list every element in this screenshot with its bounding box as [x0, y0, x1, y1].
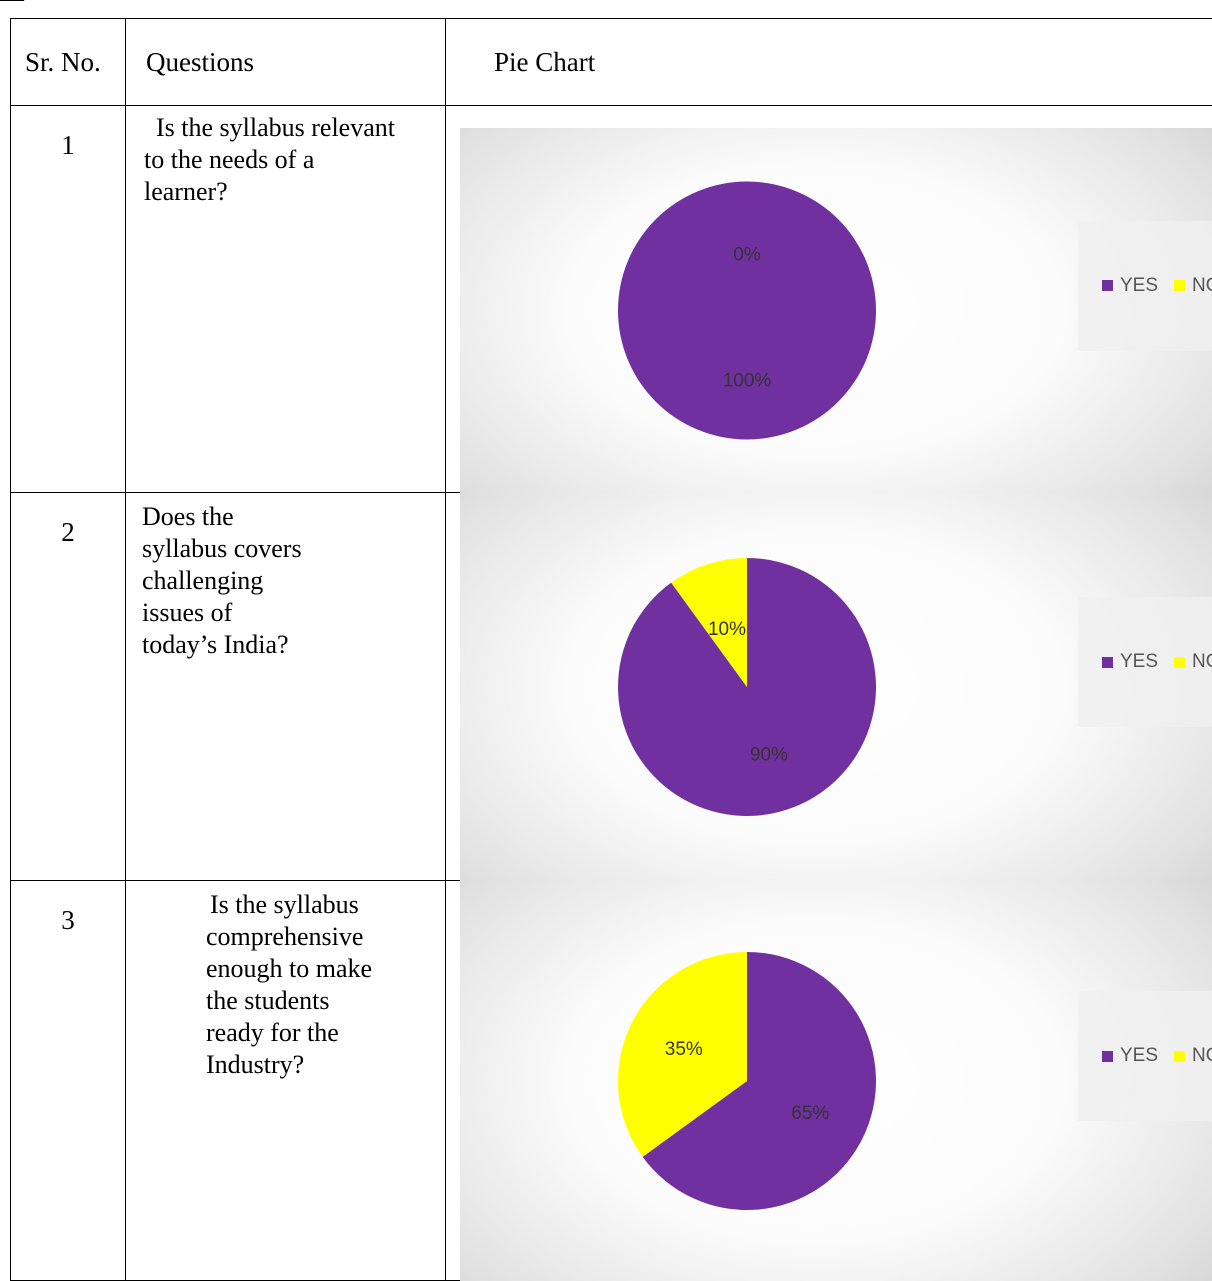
- sr-number: 1: [11, 106, 126, 493]
- header-row: Sr. No. Questions Pie Chart: [11, 19, 1212, 106]
- legend-label: YES: [1120, 275, 1158, 297]
- header-sr-no: Sr. No.: [11, 19, 126, 106]
- pie-slice-yes: [618, 182, 876, 440]
- legend-swatch: [1102, 280, 1113, 291]
- data-label: 10%: [708, 619, 746, 640]
- data-label: 65%: [791, 1103, 829, 1124]
- legend-label: YES: [1120, 651, 1158, 673]
- question-line: challenging: [142, 565, 445, 597]
- pie-cell: 65% 35% YES NO: [446, 881, 1212, 1281]
- question-text: Does the syllabus covers challenging iss…: [126, 493, 446, 881]
- legend-swatch: [1174, 1051, 1185, 1062]
- question-line: Is the syllabus: [210, 889, 445, 921]
- legend-swatch: [1174, 280, 1185, 291]
- header-pie-chart: Pie Chart: [446, 19, 1212, 106]
- pie-cell: 100% 0% YES NO: [446, 106, 1212, 493]
- table-row: 1 Is the syllabus relevant to the needs …: [11, 106, 1212, 493]
- table-row: 3 Is the syllabus comprehensive enough t…: [11, 881, 1212, 1281]
- question-text: Is the syllabus comprehensive enough to …: [126, 881, 446, 1281]
- data-label: 100%: [723, 371, 772, 392]
- data-label: 90%: [750, 744, 788, 765]
- question-line: ready for the: [206, 1017, 445, 1049]
- sr-number: 3: [11, 881, 126, 1281]
- question-line: Industry?: [206, 1049, 445, 1081]
- question-line: today’s India?: [142, 629, 445, 661]
- data-label: 0%: [733, 245, 761, 266]
- question-line: syllabus covers: [142, 533, 445, 565]
- cut-off-text-line: —: [0, 0, 1212, 10]
- question-line: Does the: [142, 501, 445, 533]
- question-line: to the needs of a: [144, 144, 445, 176]
- legend: YES NO: [1078, 597, 1212, 727]
- question-line: Is the syllabus relevant: [156, 112, 445, 144]
- question-line: the students: [206, 985, 445, 1017]
- sr-number: 2: [11, 493, 126, 881]
- question-text: Is the syllabus relevant to the needs of…: [126, 106, 446, 493]
- legend-label: NO: [1192, 275, 1212, 297]
- legend-swatch: [1102, 657, 1113, 668]
- pie-cell: 90% 10% YES NO: [446, 493, 1212, 881]
- legend-label: NO: [1192, 1045, 1212, 1067]
- question-line: enough to make: [206, 953, 445, 985]
- pie-chart-1: 100% 0% YES NO: [460, 128, 1212, 493]
- survey-table: Sr. No. Questions Pie Chart 1 Is the syl…: [10, 18, 1212, 1281]
- legend-swatch: [1102, 1051, 1113, 1062]
- pie-chart-2: 90% 10% YES NO: [460, 493, 1212, 881]
- header-questions: Questions: [126, 19, 446, 106]
- legend: YES NO: [1078, 221, 1212, 351]
- table-row: 2 Does the syllabus covers challenging i…: [11, 493, 1212, 881]
- question-line: issues of: [142, 597, 445, 629]
- question-line: learner?: [144, 176, 445, 208]
- legend: YES NO: [1078, 991, 1212, 1121]
- legend-swatch: [1174, 657, 1185, 668]
- data-label: 35%: [665, 1039, 703, 1060]
- pie-chart-3: 65% 35% YES NO: [460, 881, 1212, 1281]
- legend-label: YES: [1120, 1045, 1158, 1067]
- legend-label: NO: [1192, 651, 1212, 673]
- question-line: comprehensive: [206, 921, 445, 953]
